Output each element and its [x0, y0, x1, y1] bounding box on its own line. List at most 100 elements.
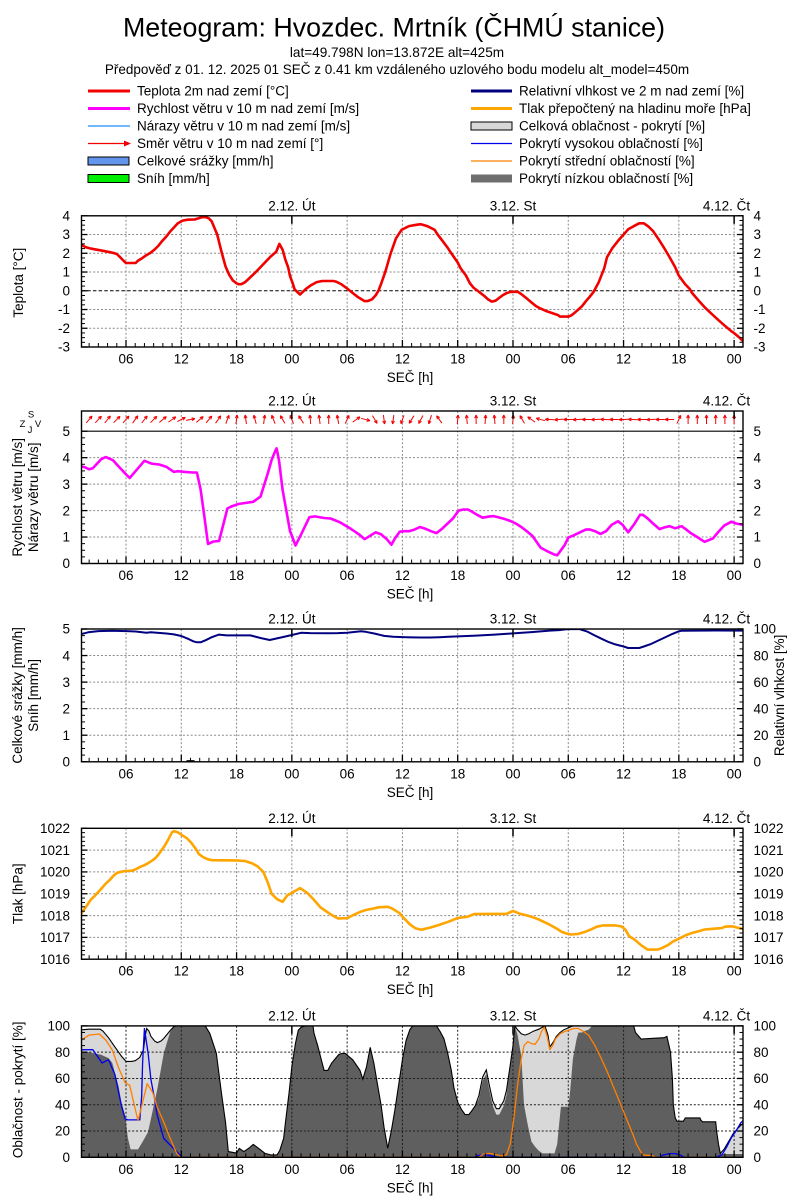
- svg-text:12: 12: [616, 766, 631, 781]
- svg-text:1018: 1018: [754, 908, 784, 923]
- svg-text:06: 06: [118, 352, 133, 367]
- svg-text:4.12. Čt: 4.12. Čt: [703, 612, 751, 627]
- svg-text:4: 4: [754, 450, 762, 465]
- svg-text:80: 80: [754, 1045, 769, 1060]
- svg-text:0: 0: [754, 556, 762, 571]
- svg-text:Teplota 2m nad zemí [°C]: Teplota 2m nad zemí [°C]: [137, 84, 289, 99]
- svg-text:J: J: [28, 425, 33, 436]
- svg-text:06: 06: [340, 1162, 355, 1177]
- svg-text:40: 40: [754, 701, 769, 716]
- svg-text:3: 3: [754, 227, 762, 242]
- svg-text:80: 80: [754, 648, 769, 663]
- svg-text:00: 00: [505, 766, 520, 781]
- svg-text:S: S: [28, 410, 34, 421]
- svg-text:1: 1: [62, 530, 70, 545]
- svg-text:2.12. Út: 2.12. Út: [268, 1008, 316, 1023]
- svg-text:18: 18: [229, 568, 244, 583]
- svg-text:00: 00: [284, 766, 299, 781]
- svg-text:0: 0: [62, 283, 70, 298]
- svg-text:12: 12: [395, 568, 410, 583]
- svg-text:00: 00: [284, 964, 299, 979]
- svg-text:4: 4: [62, 648, 70, 663]
- svg-text:-1: -1: [58, 302, 70, 317]
- svg-text:1: 1: [754, 530, 762, 545]
- svg-text:20: 20: [55, 1124, 70, 1139]
- svg-text:18: 18: [671, 964, 686, 979]
- svg-text:06: 06: [340, 766, 355, 781]
- svg-text:0: 0: [754, 1150, 762, 1165]
- svg-text:40: 40: [55, 1097, 70, 1112]
- svg-text:Pokrytí nízkou oblačností [%]: Pokrytí nízkou oblačností [%]: [519, 171, 693, 186]
- svg-text:SEČ [h]: SEČ [h]: [387, 982, 434, 997]
- svg-text:00: 00: [727, 766, 742, 781]
- svg-text:00: 00: [284, 352, 299, 367]
- svg-text:-3: -3: [58, 340, 70, 355]
- svg-text:1021: 1021: [40, 843, 70, 858]
- svg-text:Směr větru v 10 m nad zemí [°]: Směr větru v 10 m nad zemí [°]: [137, 136, 323, 151]
- svg-text:Celková oblačnost - pokrytí [%: Celková oblačnost - pokrytí [%]: [519, 119, 705, 134]
- svg-text:00: 00: [727, 568, 742, 583]
- svg-text:2: 2: [62, 246, 70, 261]
- svg-text:Celkové srážky [mm/h]: Celkové srážky [mm/h]: [137, 154, 274, 169]
- svg-text:00: 00: [505, 568, 520, 583]
- svg-text:12: 12: [616, 964, 631, 979]
- svg-text:18: 18: [450, 964, 465, 979]
- svg-text:2: 2: [62, 503, 70, 518]
- svg-text:Relativní vlhkost [%]: Relativní vlhkost [%]: [772, 635, 787, 757]
- svg-text:2.12. Út: 2.12. Út: [268, 394, 316, 409]
- svg-text:0: 0: [62, 556, 70, 571]
- svg-text:Rychlost větru v 10 m nad zemí: Rychlost větru v 10 m nad zemí [m/s]: [137, 101, 359, 116]
- svg-text:1021: 1021: [754, 843, 784, 858]
- svg-text:1020: 1020: [40, 865, 70, 880]
- svg-text:2: 2: [754, 246, 762, 261]
- svg-text:SEČ [h]: SEČ [h]: [387, 587, 434, 602]
- svg-text:00: 00: [505, 1162, 520, 1177]
- svg-text:3.12. St: 3.12. St: [490, 1008, 537, 1023]
- svg-text:2.12. Út: 2.12. Út: [268, 612, 316, 627]
- svg-text:1022: 1022: [754, 821, 784, 836]
- svg-text:100: 100: [754, 622, 777, 637]
- svg-text:1017: 1017: [40, 930, 70, 945]
- svg-text:Tlak [hPa]: Tlak [hPa]: [11, 863, 26, 924]
- svg-text:00: 00: [505, 352, 520, 367]
- svg-text:06: 06: [561, 352, 576, 367]
- svg-text:18: 18: [229, 1162, 244, 1177]
- svg-text:Tlak přepočtený na hladinu moř: Tlak přepočtený na hladinu moře [hPa]: [519, 101, 751, 116]
- svg-text:Nárazy větru [m/s]: Nárazy větru [m/s]: [26, 443, 41, 553]
- svg-text:18: 18: [229, 352, 244, 367]
- svg-text:Celkové srážky [mm/h]: Celkové srážky [mm/h]: [10, 627, 25, 764]
- svg-text:Meteogram: Hvozdec. Mrtník (ČH: Meteogram: Hvozdec. Mrtník (ČHMÚ stanice…: [123, 12, 665, 43]
- svg-text:00: 00: [284, 1162, 299, 1177]
- svg-text:Relativní vlhkost ve 2 m nad z: Relativní vlhkost ve 2 m nad zemí [%]: [519, 84, 744, 99]
- svg-text:60: 60: [754, 675, 769, 690]
- svg-text:1022: 1022: [40, 821, 70, 836]
- svg-text:80: 80: [55, 1045, 70, 1060]
- svg-text:5: 5: [62, 424, 70, 439]
- svg-text:3: 3: [62, 227, 70, 242]
- svg-text:12: 12: [395, 352, 410, 367]
- svg-text:1: 1: [62, 728, 70, 743]
- svg-text:1: 1: [754, 265, 762, 280]
- svg-text:Sníh [mm/h]: Sníh [mm/h]: [137, 171, 210, 186]
- svg-text:3: 3: [62, 675, 70, 690]
- svg-text:06: 06: [561, 964, 576, 979]
- svg-text:4.12. Čt: 4.12. Čt: [703, 1008, 751, 1023]
- svg-text:12: 12: [174, 352, 189, 367]
- svg-text:V: V: [35, 419, 42, 430]
- svg-text:06: 06: [561, 1162, 576, 1177]
- svg-text:60: 60: [55, 1071, 70, 1086]
- svg-text:0: 0: [754, 283, 762, 298]
- svg-text:1017: 1017: [754, 930, 784, 945]
- svg-text:12: 12: [395, 1162, 410, 1177]
- svg-text:18: 18: [450, 568, 465, 583]
- svg-text:Nárazy větru v 10 m nad zemí [: Nárazy větru v 10 m nad zemí [m/s]: [137, 119, 350, 134]
- svg-text:20: 20: [754, 1124, 769, 1139]
- svg-text:18: 18: [450, 766, 465, 781]
- svg-text:3.12. St: 3.12. St: [490, 612, 537, 627]
- svg-text:Z: Z: [20, 419, 26, 430]
- svg-text:00: 00: [505, 964, 520, 979]
- svg-text:Pokrytí vysokou oblačností [%]: Pokrytí vysokou oblačností [%]: [519, 136, 703, 151]
- svg-text:1019: 1019: [40, 886, 70, 901]
- svg-text:18: 18: [671, 766, 686, 781]
- svg-text:Sníh [mm/h]: Sníh [mm/h]: [26, 659, 41, 732]
